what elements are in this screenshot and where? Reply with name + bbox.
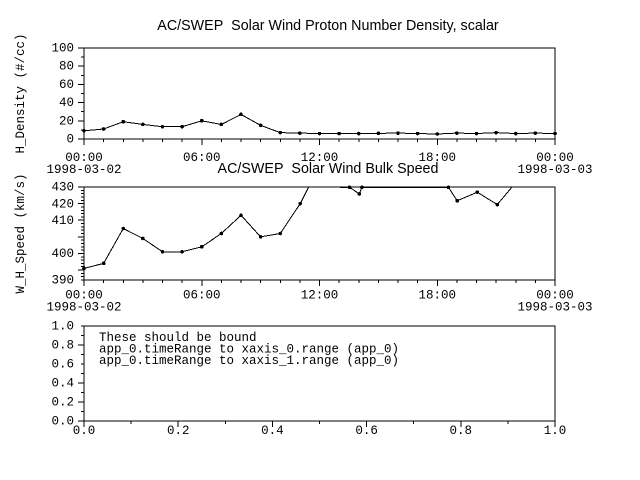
svg-text:80: 80 [59, 60, 74, 74]
svg-text:1.0: 1.0 [51, 320, 74, 334]
svg-text:0.4: 0.4 [51, 377, 74, 391]
svg-text:0.6: 0.6 [51, 358, 74, 372]
svg-text:390: 390 [51, 274, 74, 288]
svg-text:20: 20 [59, 114, 74, 128]
svg-text:0.8: 0.8 [450, 424, 473, 438]
svg-text:60: 60 [59, 78, 74, 92]
svg-text:430: 430 [51, 181, 74, 195]
svg-text:1998-03-02: 1998-03-02 [46, 301, 121, 315]
svg-text:1998-03-03: 1998-03-03 [517, 163, 592, 177]
svg-text:0.8: 0.8 [51, 339, 74, 353]
svg-text:W_H_Speed (km/s): W_H_Speed (km/s) [14, 173, 28, 293]
svg-text:18:00: 18:00 [418, 289, 456, 303]
svg-text:0.2: 0.2 [51, 396, 74, 410]
svg-text:1998-03-02: 1998-03-02 [46, 163, 121, 177]
svg-text:0.2: 0.2 [167, 424, 190, 438]
svg-text:app_0.timeRange to xaxis_1.ran: app_0.timeRange to xaxis_1.range (app_0) [99, 354, 399, 368]
svg-text:0.0: 0.0 [51, 415, 74, 429]
svg-text:40: 40 [59, 96, 74, 110]
svg-text:1998-03-03: 1998-03-03 [517, 301, 592, 315]
svg-text:AC/SWEP Solar Wind Bulk Speed: AC/SWEP Solar Wind Bulk Speed [218, 161, 439, 177]
svg-text:06:00: 06:00 [183, 289, 221, 303]
svg-text:1.0: 1.0 [544, 424, 567, 438]
svg-text:400: 400 [51, 247, 74, 261]
svg-text:06:00: 06:00 [183, 151, 221, 165]
svg-text:AC/SWEP Solar Wind Proton Num: AC/SWEP Solar Wind Proton Number Density… [157, 18, 499, 34]
svg-text:100: 100 [51, 42, 74, 56]
svg-text:12:00: 12:00 [301, 289, 339, 303]
svg-text:0.4: 0.4 [261, 424, 284, 438]
svg-text:410: 410 [51, 214, 74, 228]
svg-text:0: 0 [66, 133, 74, 147]
svg-text:H_Density (#/cc): H_Density (#/cc) [14, 33, 28, 153]
svg-text:0.6: 0.6 [355, 424, 378, 438]
svg-text:420: 420 [51, 198, 74, 212]
svg-text:0.0: 0.0 [73, 424, 96, 438]
